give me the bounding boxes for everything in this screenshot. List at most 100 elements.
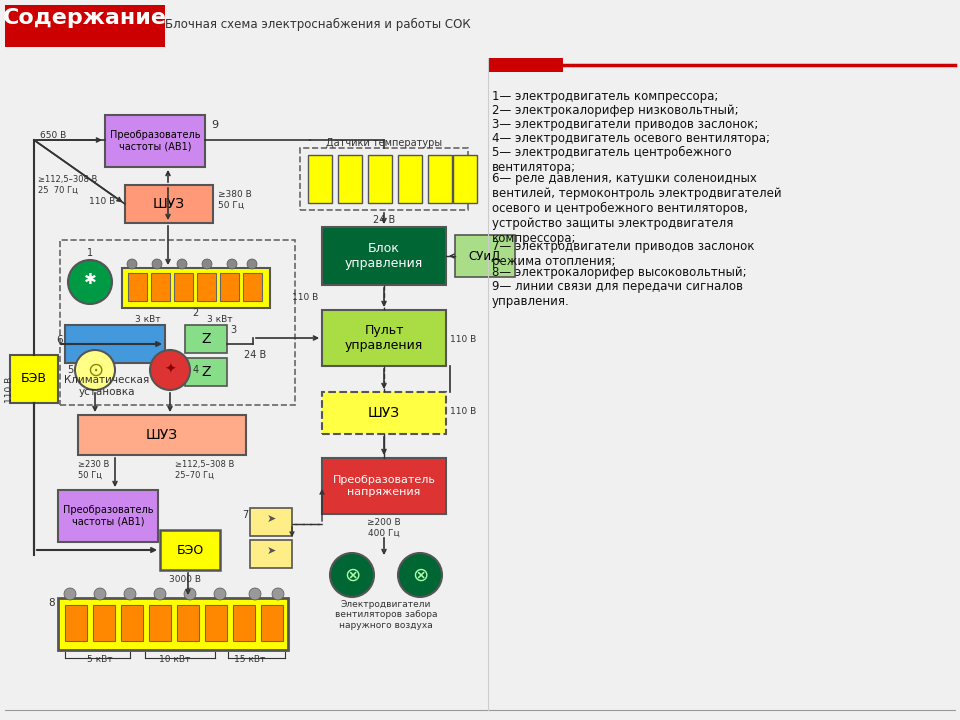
Text: Датчики температуры: Датчики температуры [326,138,442,148]
Circle shape [94,588,106,600]
Text: ⊗: ⊗ [344,565,360,585]
FancyBboxPatch shape [205,605,227,641]
Text: 110 В: 110 В [450,336,476,344]
FancyBboxPatch shape [185,358,227,386]
Circle shape [249,588,261,600]
Text: 5: 5 [67,365,73,375]
Text: 2: 2 [192,308,198,318]
Text: Преобразователь
напряжения: Преобразователь напряжения [332,475,436,497]
Text: ➤: ➤ [266,514,276,524]
FancyBboxPatch shape [10,355,58,403]
FancyBboxPatch shape [5,5,165,47]
Circle shape [75,350,115,390]
Text: Блочная схема электроснабжения и работы СОК: Блочная схема электроснабжения и работы … [165,18,470,31]
Text: 3 кВт: 3 кВт [207,315,233,324]
Text: СУиД: СУиД [468,250,501,263]
FancyBboxPatch shape [174,273,193,301]
FancyBboxPatch shape [261,605,283,641]
FancyBboxPatch shape [160,530,220,570]
Text: 6— реле давления, катушки соленоидных
вентилей, термоконтроль электродвигателей
: 6— реле давления, катушки соленоидных ве… [492,172,781,245]
Circle shape [272,588,284,600]
Circle shape [68,260,112,304]
Text: ШУЗ: ШУЗ [153,197,185,211]
Text: 1: 1 [87,248,93,258]
Text: БЭВ: БЭВ [21,372,47,385]
Text: 24 В: 24 В [372,215,396,225]
Text: ШУЗ: ШУЗ [146,428,178,442]
Text: 15 кВт: 15 кВт [234,655,266,664]
Text: ⊗: ⊗ [412,565,428,585]
Text: ➤: ➤ [266,546,276,556]
FancyBboxPatch shape [58,490,158,542]
Text: 110 В: 110 В [5,377,14,403]
FancyBboxPatch shape [308,155,332,203]
FancyBboxPatch shape [453,155,477,203]
Text: 5 кВт: 5 кВт [87,655,113,664]
Text: 3— электродвигатели приводов заслонок;: 3— электродвигатели приводов заслонок; [492,118,758,131]
FancyBboxPatch shape [338,155,362,203]
FancyBboxPatch shape [398,155,422,203]
FancyBboxPatch shape [58,598,288,650]
Text: 4— электродвигатель осевого вентилятора;: 4— электродвигатель осевого вентилятора; [492,132,770,145]
Text: 24 В: 24 В [244,350,266,360]
Text: 2— электрокалорифер низковольтный;: 2— электрокалорифер низковольтный; [492,104,738,117]
Text: Преобразователь
частоты (АВ1): Преобразователь частоты (АВ1) [109,130,201,152]
FancyBboxPatch shape [149,605,171,641]
Text: ≥380 В
50 Гц: ≥380 В 50 Гц [218,190,252,210]
FancyBboxPatch shape [233,605,255,641]
Text: 650 В: 650 В [40,132,66,140]
FancyBboxPatch shape [105,115,205,167]
Text: ✦: ✦ [164,363,176,377]
Text: Z: Z [202,332,211,346]
Text: 1— электродвигатель компрессора;: 1— электродвигатель компрессора; [492,90,718,103]
Circle shape [127,259,137,269]
Circle shape [64,588,76,600]
FancyBboxPatch shape [65,325,165,363]
Text: ШУЗ: ШУЗ [368,406,400,420]
Text: 6: 6 [57,335,63,345]
FancyBboxPatch shape [177,605,199,641]
Circle shape [152,259,162,269]
Circle shape [247,259,257,269]
Circle shape [398,553,442,597]
Text: Z: Z [202,365,211,379]
Text: 7— электродвигатели приводов заслонок
режима отопления;: 7— электродвигатели приводов заслонок ре… [492,240,755,268]
Circle shape [154,588,166,600]
FancyBboxPatch shape [220,273,239,301]
Text: Климатическая
установка: Климатическая установка [64,375,150,397]
Text: Пульт
управления: Пульт управления [345,324,423,352]
FancyBboxPatch shape [93,605,115,641]
FancyBboxPatch shape [125,185,213,223]
Text: 110 В: 110 В [88,197,115,207]
FancyBboxPatch shape [243,273,262,301]
FancyBboxPatch shape [322,392,446,434]
FancyBboxPatch shape [65,605,87,641]
Text: ≥200 В
400 Гц: ≥200 В 400 Гц [367,518,401,537]
Circle shape [184,588,196,600]
FancyBboxPatch shape [455,235,515,277]
FancyBboxPatch shape [122,268,270,308]
FancyBboxPatch shape [322,458,446,514]
FancyBboxPatch shape [121,605,143,641]
FancyBboxPatch shape [250,508,292,536]
FancyBboxPatch shape [197,273,216,301]
FancyBboxPatch shape [368,155,392,203]
Text: ⊙: ⊙ [86,361,103,379]
Text: 3: 3 [230,325,236,335]
Text: 5— электродвигатель центробежного
вентилятора;: 5— электродвигатель центробежного вентил… [492,146,732,174]
FancyBboxPatch shape [322,227,446,285]
Text: 9— линии связи для передачи сигналов
управления.: 9— линии связи для передачи сигналов упр… [492,280,743,308]
Circle shape [202,259,212,269]
FancyBboxPatch shape [185,325,227,353]
Circle shape [177,259,187,269]
Text: ≥112,5–308 В
25–70 Гц: ≥112,5–308 В 25–70 Гц [175,460,234,480]
Text: 110 В: 110 В [292,292,318,302]
Text: Содержание: Содержание [3,8,167,28]
Text: Преобразователь
частоты (АВ1): Преобразователь частоты (АВ1) [62,505,154,527]
Text: 8— электрокалорифер высоковольтный;: 8— электрокалорифер высоковольтный; [492,266,747,279]
FancyBboxPatch shape [488,58,563,72]
Text: ≥230 В
50 Гц: ≥230 В 50 Гц [78,460,109,480]
Text: 10 кВт: 10 кВт [159,655,191,664]
Text: 7: 7 [242,510,248,520]
Text: БЭО: БЭО [177,544,204,557]
